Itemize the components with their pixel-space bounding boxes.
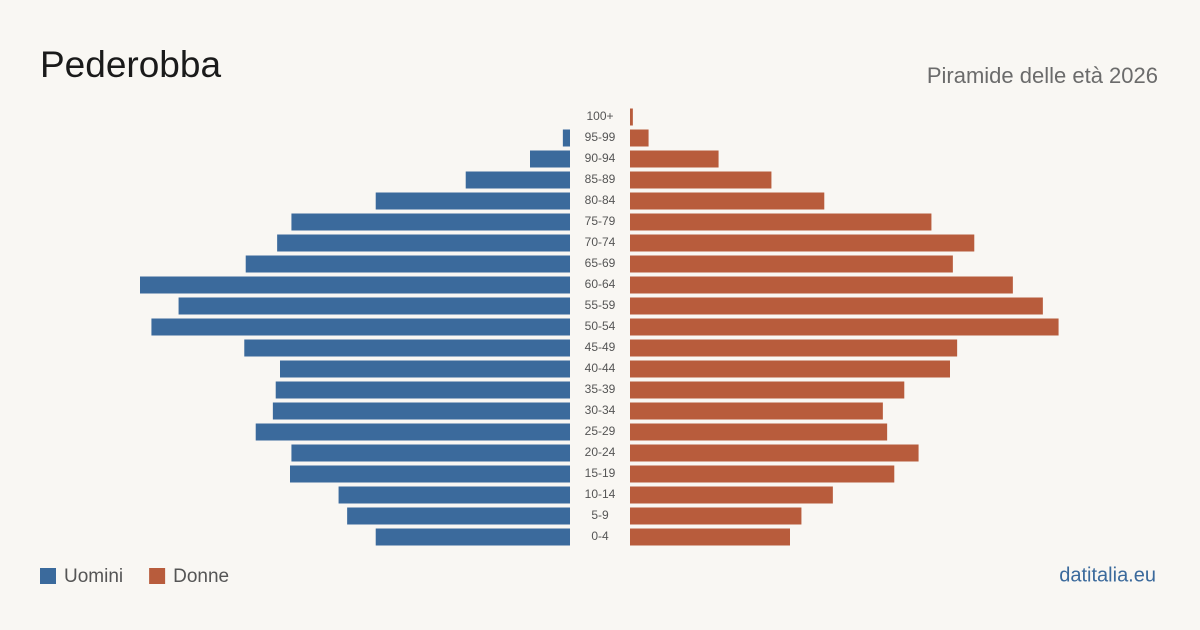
age-label: 5-9 <box>591 508 609 522</box>
bar-women <box>630 423 888 441</box>
age-label: 10-14 <box>585 487 616 501</box>
bar-men <box>244 339 571 357</box>
bar-men <box>255 423 570 441</box>
age-label: 60-64 <box>585 277 616 291</box>
age-label: 50-54 <box>585 319 616 333</box>
age-label: 80-84 <box>585 193 616 207</box>
bar-men <box>280 360 570 378</box>
bar-women <box>630 381 905 399</box>
age-label: 25-29 <box>585 424 616 438</box>
bar-men <box>151 318 570 336</box>
bar-men <box>530 150 570 168</box>
age-label: 70-74 <box>585 235 616 249</box>
bar-women <box>630 507 802 525</box>
bar-men <box>178 297 571 315</box>
bar-men <box>375 192 570 210</box>
bar-men <box>465 171 570 189</box>
bar-men <box>291 213 570 231</box>
bar-women <box>630 192 825 210</box>
age-label: 100+ <box>586 109 613 123</box>
bar-women <box>630 528 790 546</box>
chart-subtitle: Piramide delle età 2026 <box>927 63 1158 88</box>
legend-swatch <box>40 568 56 584</box>
bar-men <box>338 486 570 504</box>
legend-label: Uomini <box>64 566 123 587</box>
age-label: 20-24 <box>585 445 616 459</box>
bar-women <box>630 297 1043 315</box>
bar-women <box>630 234 975 252</box>
bar-women <box>630 150 719 168</box>
age-label: 30-34 <box>585 403 616 417</box>
age-label: 0-4 <box>591 529 609 543</box>
bar-men <box>375 528 570 546</box>
age-label: 15-19 <box>585 466 616 480</box>
age-label: 55-59 <box>585 298 616 312</box>
legend-label: Donne <box>173 566 229 587</box>
bar-women <box>630 318 1059 336</box>
bar-women <box>630 276 1013 294</box>
bar-women <box>630 213 932 231</box>
bar-women <box>630 339 958 357</box>
age-label: 75-79 <box>585 214 616 228</box>
bar-women <box>630 255 953 273</box>
bar-women <box>630 444 919 462</box>
age-label: 40-44 <box>585 361 616 375</box>
age-label: 90-94 <box>585 151 616 165</box>
source[interactable]: datitalia.eu <box>1059 564 1156 586</box>
bar-women <box>630 129 649 147</box>
bar-women <box>630 108 633 126</box>
bar-men <box>140 276 570 294</box>
legend-swatch <box>149 568 166 584</box>
bar-women <box>630 486 833 504</box>
age-label: 85-89 <box>585 172 616 186</box>
bar-women <box>630 360 950 378</box>
bar-men <box>245 255 570 273</box>
bar-women <box>630 171 772 189</box>
bar-men <box>562 129 570 147</box>
bar-men <box>347 507 570 525</box>
bar-men <box>291 444 570 462</box>
age-label: 95-99 <box>585 130 616 144</box>
bar-women <box>630 402 883 420</box>
bar-men <box>275 381 570 399</box>
bar-women <box>630 465 895 483</box>
bar-men <box>272 402 570 420</box>
bar-men <box>277 234 570 252</box>
age-label: 35-39 <box>585 382 616 396</box>
age-label: 65-69 <box>585 256 616 270</box>
bar-men <box>290 465 570 483</box>
chart-title: Pederobba <box>40 44 221 85</box>
age-label: 45-49 <box>585 340 616 354</box>
